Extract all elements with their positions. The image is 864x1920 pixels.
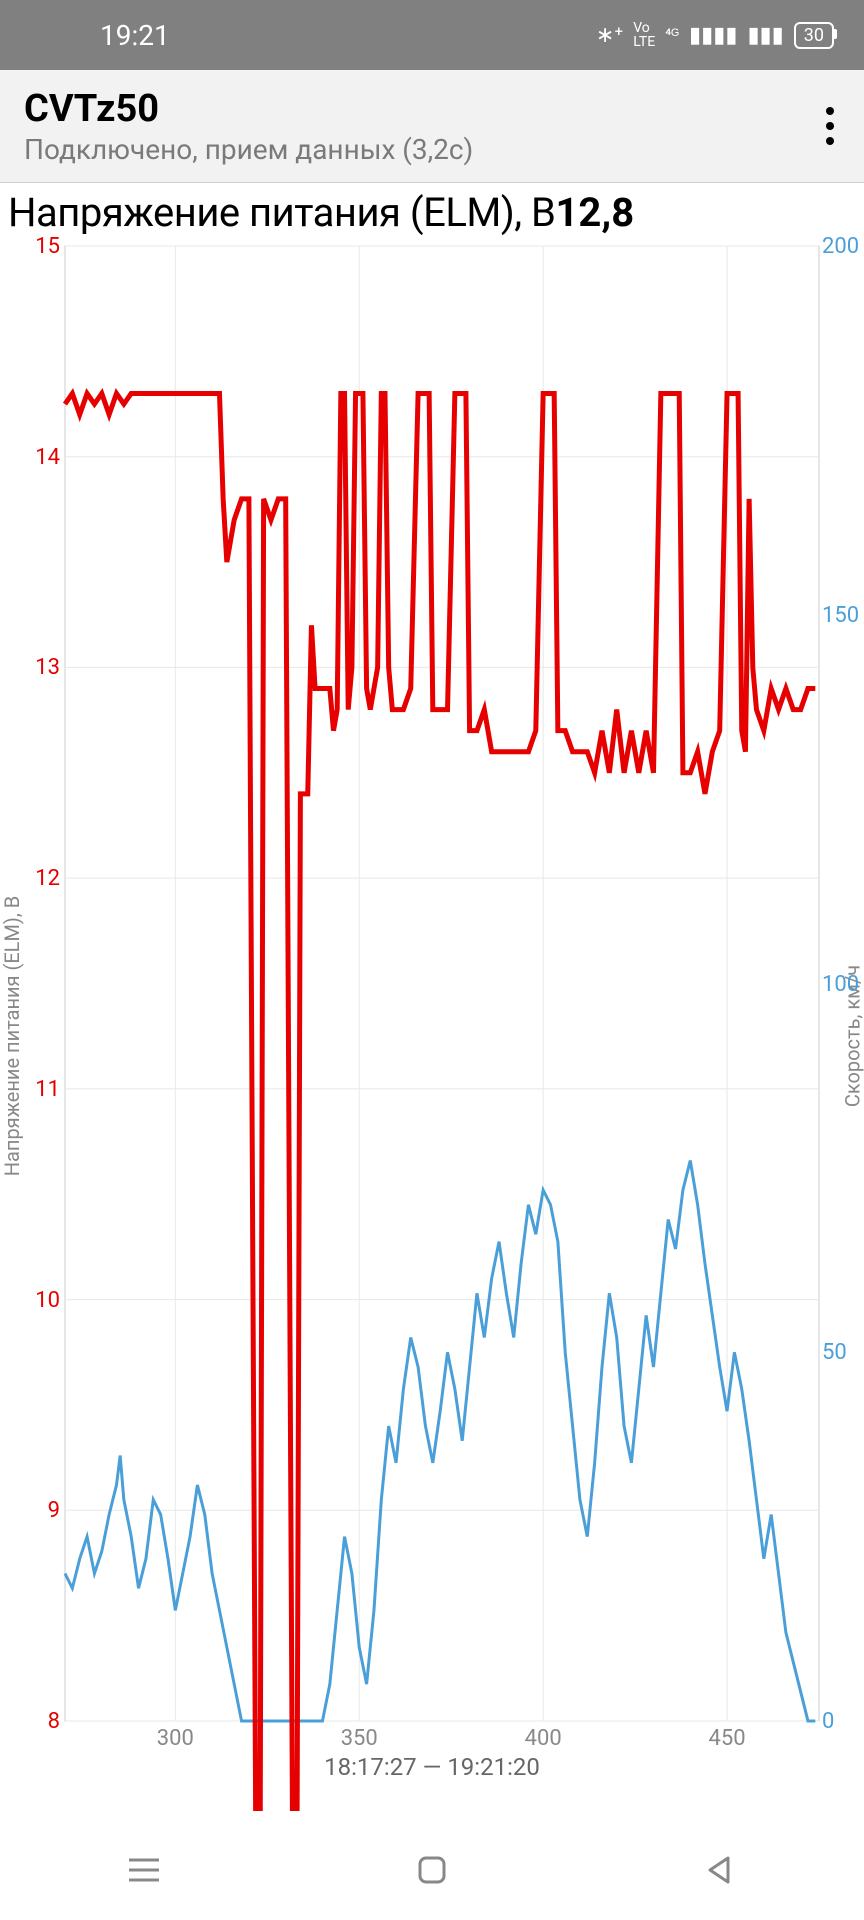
app-subtitle: Подключено, прием данных (3,2с) bbox=[24, 133, 473, 166]
y-left-tick: 8 bbox=[20, 1709, 60, 1734]
y-left-tick: 13 bbox=[20, 655, 60, 680]
x-tick: 400 bbox=[525, 1726, 562, 1751]
chart-title: Напряжение питания (ELM), В bbox=[8, 189, 555, 236]
status-bar: 19:21 ∗⁺ VoLTE ⁴ᴳ ▮▮▮▮ ▮▮▮ 30 bbox=[0, 0, 864, 70]
app-bar: CVTz50 Подключено, прием данных (3,2с) bbox=[0, 70, 864, 183]
signal-icon: ▮▮▮▮ bbox=[689, 23, 737, 48]
network-4g-icon: ⁴ᴳ bbox=[665, 25, 679, 45]
recent-apps-button[interactable] bbox=[124, 1850, 164, 1890]
x-tick: 450 bbox=[709, 1726, 746, 1751]
menu-button[interactable] bbox=[816, 97, 844, 155]
chart-plot[interactable] bbox=[0, 236, 864, 1811]
x-tick: 350 bbox=[341, 1726, 378, 1751]
y-right-tick: 200 bbox=[822, 234, 864, 259]
y-left-tick: 9 bbox=[20, 1498, 60, 1523]
y-axis-left-label: Напряжение питания (ELM), В bbox=[0, 895, 24, 1175]
chart-header: Напряжение питания (ELM), В 12,8 bbox=[0, 183, 864, 236]
navigation-bar bbox=[0, 1820, 864, 1920]
y-right-tick: 100 bbox=[822, 972, 864, 997]
time-range-label: 18:17:27 — 19:21:20 bbox=[324, 1753, 540, 1781]
chart-area[interactable]: Напряжение питания (ELM), В Скорость, км… bbox=[0, 236, 864, 1811]
status-icons: ∗⁺ VoLTE ⁴ᴳ ▮▮▮▮ ▮▮▮ 30 bbox=[596, 21, 834, 49]
y-left-tick: 15 bbox=[20, 234, 60, 259]
y-right-tick: 150 bbox=[822, 603, 864, 628]
y-left-tick: 12 bbox=[20, 866, 60, 891]
battery-icon: 30 bbox=[794, 22, 834, 49]
y-left-tick: 14 bbox=[20, 445, 60, 470]
x-tick: 300 bbox=[157, 1726, 194, 1751]
status-time: 19:21 bbox=[100, 19, 170, 52]
app-title: CVTz50 bbox=[24, 87, 473, 131]
back-button[interactable] bbox=[700, 1850, 740, 1890]
y-right-tick: 50 bbox=[822, 1340, 864, 1365]
home-button[interactable] bbox=[412, 1850, 452, 1890]
y-right-tick: 0 bbox=[822, 1709, 864, 1734]
bluetooth-icon: ∗⁺ bbox=[596, 23, 623, 48]
y-left-tick: 11 bbox=[20, 1077, 60, 1102]
signal-icon-2: ▮▮▮ bbox=[747, 23, 783, 48]
y-left-tick: 10 bbox=[20, 1288, 60, 1313]
volte-icon: VoLTE bbox=[633, 21, 655, 49]
chart-current-value: 12,8 bbox=[555, 189, 634, 236]
